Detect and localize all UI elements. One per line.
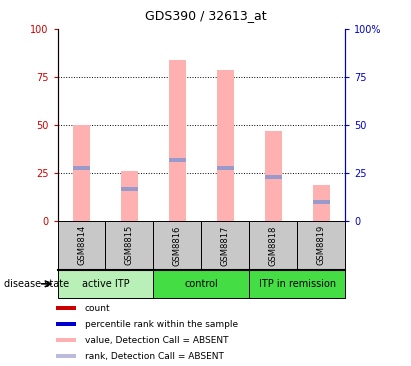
Bar: [217, 70, 234, 221]
Bar: [313, 185, 330, 221]
Bar: [201, 221, 249, 269]
Text: active ITP: active ITP: [82, 279, 129, 289]
Bar: [249, 270, 345, 298]
Text: disease state: disease state: [4, 279, 69, 289]
Bar: [313, 200, 330, 204]
Bar: [121, 187, 138, 191]
Bar: [56, 338, 76, 343]
Bar: [265, 131, 282, 221]
Text: count: count: [85, 304, 110, 313]
Bar: [265, 175, 282, 179]
Text: GSM8815: GSM8815: [125, 225, 134, 265]
Bar: [153, 221, 201, 269]
Bar: [169, 60, 186, 221]
Bar: [217, 166, 234, 169]
Text: GSM8814: GSM8814: [77, 225, 86, 265]
Text: GSM8817: GSM8817: [221, 225, 230, 266]
Text: percentile rank within the sample: percentile rank within the sample: [85, 320, 238, 329]
Text: rank, Detection Call = ABSENT: rank, Detection Call = ABSENT: [85, 352, 224, 361]
Bar: [249, 221, 297, 269]
Bar: [169, 158, 186, 162]
Text: value, Detection Call = ABSENT: value, Detection Call = ABSENT: [85, 336, 228, 345]
Text: GSM8818: GSM8818: [269, 225, 278, 266]
Bar: [58, 221, 106, 269]
Bar: [58, 270, 153, 298]
Bar: [56, 322, 76, 326]
Bar: [73, 166, 90, 169]
Bar: [297, 221, 345, 269]
Text: ITP in remission: ITP in remission: [259, 279, 336, 289]
Text: control: control: [185, 279, 218, 289]
Bar: [56, 306, 76, 310]
Text: GDS390 / 32613_at: GDS390 / 32613_at: [145, 9, 266, 22]
Bar: [121, 171, 138, 221]
Bar: [73, 125, 90, 221]
Text: GSM8816: GSM8816: [173, 225, 182, 266]
Bar: [153, 270, 249, 298]
Bar: [106, 221, 153, 269]
Text: GSM8819: GSM8819: [317, 225, 326, 265]
Bar: [56, 354, 76, 358]
